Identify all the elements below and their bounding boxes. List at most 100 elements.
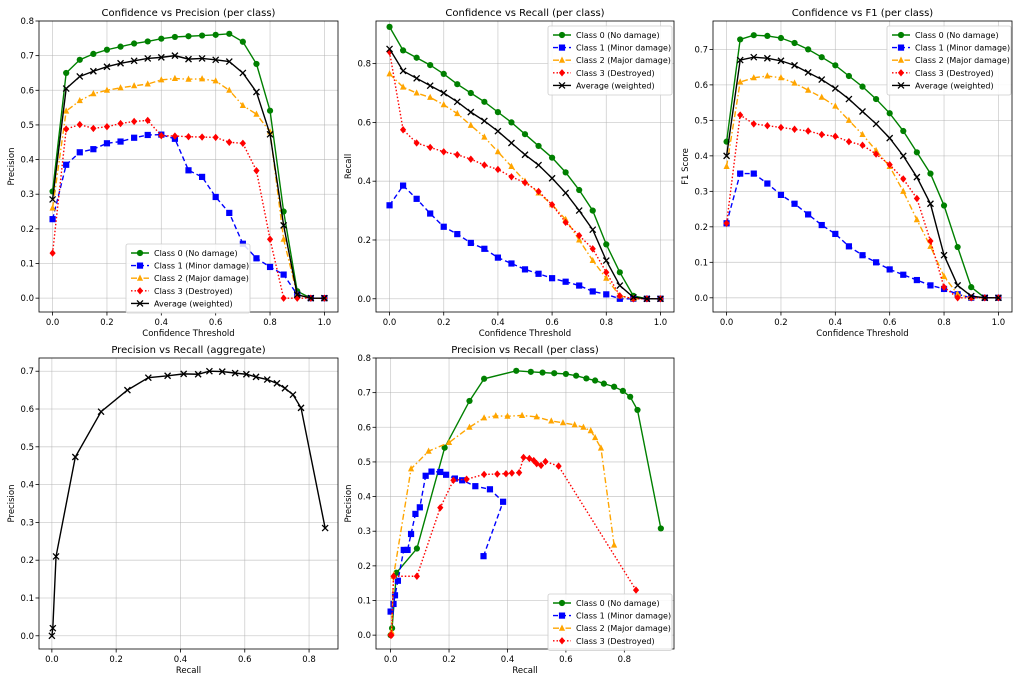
data-point: [212, 56, 220, 64]
data-point: [467, 155, 474, 163]
data-point: [562, 169, 569, 176]
chart-panel-3: 0.0 0.2 0.4 0.6 0.8 0.0 0.1 0.2 0.3 0.4 0.5 0.6 0.7 P…: [7, 345, 339, 676]
data-point: [194, 370, 202, 378]
axes-frame: [375, 357, 675, 650]
data-point: [171, 52, 179, 60]
y-tick-label: 0.1: [20, 594, 34, 604]
data-point: [527, 368, 534, 375]
data-point: [63, 161, 70, 168]
data-point: [428, 468, 435, 475]
data-point: [791, 39, 798, 47]
data-point: [212, 31, 219, 38]
data-point: [616, 282, 624, 290]
data-point: [437, 468, 444, 476]
x-tick-label: 0.0: [384, 655, 398, 665]
data-point: [89, 67, 97, 75]
data-point: [548, 201, 556, 209]
y-tick-label: 0.4: [694, 152, 708, 162]
data-point: [412, 510, 419, 517]
data-point: [832, 102, 839, 109]
axes-frame: [375, 20, 675, 313]
y-tick-label: 0.4: [357, 493, 371, 503]
data-point: [494, 254, 502, 261]
y-tick-label: 0.2: [694, 223, 708, 233]
data-point: [899, 152, 907, 160]
y-tick-label: 0.4: [357, 177, 371, 187]
data-point: [198, 32, 206, 39]
data-point: [805, 86, 812, 93]
data-point: [218, 368, 226, 376]
data-point: [603, 291, 610, 298]
data-point: [981, 294, 989, 302]
data-point: [940, 251, 948, 259]
x-axis-label: Confidence Threshold: [816, 329, 908, 339]
data-point: [463, 475, 470, 483]
data-point: [225, 58, 233, 65]
data-point: [280, 294, 287, 302]
data-point: [263, 376, 271, 384]
y-tick-label: 0.5: [357, 458, 371, 468]
legend-label: Class 2 (Major damage): [576, 56, 671, 65]
data-point: [467, 121, 474, 128]
data-point: [737, 111, 744, 119]
data-point: [103, 46, 111, 53]
data-point: [454, 81, 461, 88]
data-point: [416, 504, 423, 511]
y-tick-label: 0.0: [20, 632, 34, 642]
x-tick-label: 1.0: [654, 318, 668, 328]
y-tick-label: 0.3: [357, 527, 371, 537]
data-point: [886, 161, 893, 169]
data-point: [764, 180, 771, 187]
data-point: [144, 54, 152, 62]
data-point: [440, 89, 448, 97]
data-point: [49, 216, 56, 223]
data-point: [539, 369, 546, 376]
chart-title: Precision vs Recall (per class): [451, 345, 599, 356]
legend-marker: [558, 637, 566, 645]
data-point: [872, 259, 880, 266]
data-point: [818, 54, 825, 61]
data-point: [144, 116, 151, 125]
data-point: [467, 239, 474, 247]
legend-marker: [558, 69, 566, 77]
data-point: [49, 195, 57, 203]
data-point: [589, 245, 596, 253]
legend-label: Class 1 (Minor damage): [576, 44, 671, 53]
data-point: [592, 377, 599, 384]
data-point: [76, 56, 83, 63]
data-point: [968, 284, 975, 291]
data-point: [273, 379, 281, 387]
data-point: [185, 75, 192, 82]
data-point: [576, 236, 583, 243]
data-point: [266, 130, 274, 138]
data-point: [117, 138, 124, 145]
data-point: [253, 110, 260, 117]
data-point: [587, 427, 594, 434]
data-point: [480, 470, 488, 479]
legend-marker: [897, 69, 905, 77]
y-tick-label: 0.5: [20, 121, 34, 131]
data-point: [859, 252, 866, 259]
data-point: [97, 408, 105, 416]
data-point: [117, 84, 124, 91]
data-point: [508, 260, 515, 267]
data-point: [422, 472, 429, 479]
data-point: [400, 546, 407, 554]
y-tick-label: 0.3: [20, 518, 34, 528]
series-3: [387, 453, 640, 639]
data-point: [804, 68, 812, 76]
data-point: [399, 182, 407, 189]
series-2: [388, 411, 618, 635]
data-point: [427, 93, 434, 100]
data-point: [407, 465, 415, 472]
data-point: [913, 173, 921, 181]
data-point: [399, 126, 407, 134]
data-point: [750, 74, 757, 81]
data-point: [845, 243, 853, 250]
data-point: [466, 423, 473, 430]
x-axis-label: Confidence Threshold: [479, 329, 571, 339]
data-point: [49, 249, 56, 257]
data-point: [437, 503, 444, 512]
data-point: [454, 109, 461, 117]
data-point: [859, 141, 866, 149]
